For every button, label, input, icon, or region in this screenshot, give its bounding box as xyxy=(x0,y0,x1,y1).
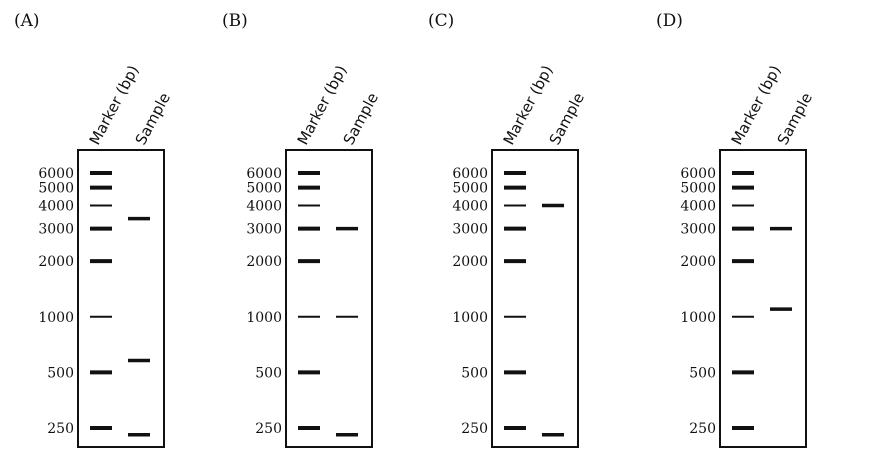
marker-size-label: 250 xyxy=(689,421,716,437)
marker-size-label: 1000 xyxy=(246,310,282,326)
gel-panel-d: (D)Marker (bp)Sample60005000400030002000… xyxy=(656,11,816,448)
panel-label: (C) xyxy=(428,11,454,31)
sample-lane-header: Sample xyxy=(132,90,174,148)
marker-size-label: 2000 xyxy=(246,254,282,270)
marker-size-label: 3000 xyxy=(452,222,488,238)
panel-label: (D) xyxy=(656,11,683,31)
marker-size-label: 4000 xyxy=(38,199,74,215)
sample-lane-header: Sample xyxy=(546,90,588,148)
marker-size-label: 4000 xyxy=(452,199,488,215)
sample-lane-header: Sample xyxy=(774,90,816,148)
marker-size-label: 1000 xyxy=(38,310,74,326)
marker-size-label: 3000 xyxy=(246,222,282,238)
sample-lane-header: Sample xyxy=(340,90,382,148)
marker-size-label: 5000 xyxy=(38,181,74,197)
panel-label: (B) xyxy=(222,11,248,31)
marker-size-label: 3000 xyxy=(38,222,74,238)
marker-size-label: 5000 xyxy=(452,181,488,197)
marker-size-label: 1000 xyxy=(680,310,716,326)
panel-label: (A) xyxy=(14,11,40,31)
gel-box xyxy=(77,149,165,448)
marker-size-label: 6000 xyxy=(246,166,282,182)
gel-box xyxy=(719,149,807,448)
marker-size-label: 250 xyxy=(255,421,282,437)
marker-size-label: 5000 xyxy=(680,181,716,197)
gel-panel-a: (A)Marker (bp)Sample60005000400030002000… xyxy=(14,11,174,448)
marker-size-label: 2000 xyxy=(680,254,716,270)
gel-panel-b: (B)Marker (bp)Sample60005000400030002000… xyxy=(222,11,382,448)
gel-box xyxy=(491,149,579,448)
marker-size-label: 500 xyxy=(47,365,74,381)
marker-size-label: 5000 xyxy=(246,181,282,197)
gel-box xyxy=(285,149,373,448)
marker-size-label: 3000 xyxy=(680,222,716,238)
marker-size-label: 2000 xyxy=(452,254,488,270)
marker-size-label: 250 xyxy=(47,421,74,437)
marker-size-label: 6000 xyxy=(38,166,74,182)
marker-size-label: 2000 xyxy=(38,254,74,270)
marker-size-label: 500 xyxy=(689,365,716,381)
marker-size-label: 500 xyxy=(255,365,282,381)
gel-panel-c: (C)Marker (bp)Sample60005000400030002000… xyxy=(428,11,588,448)
marker-size-label: 250 xyxy=(461,421,488,437)
marker-size-label: 4000 xyxy=(680,199,716,215)
marker-size-label: 6000 xyxy=(680,166,716,182)
marker-size-label: 1000 xyxy=(452,310,488,326)
marker-size-label: 4000 xyxy=(246,199,282,215)
marker-size-label: 500 xyxy=(461,365,488,381)
marker-size-label: 6000 xyxy=(452,166,488,182)
